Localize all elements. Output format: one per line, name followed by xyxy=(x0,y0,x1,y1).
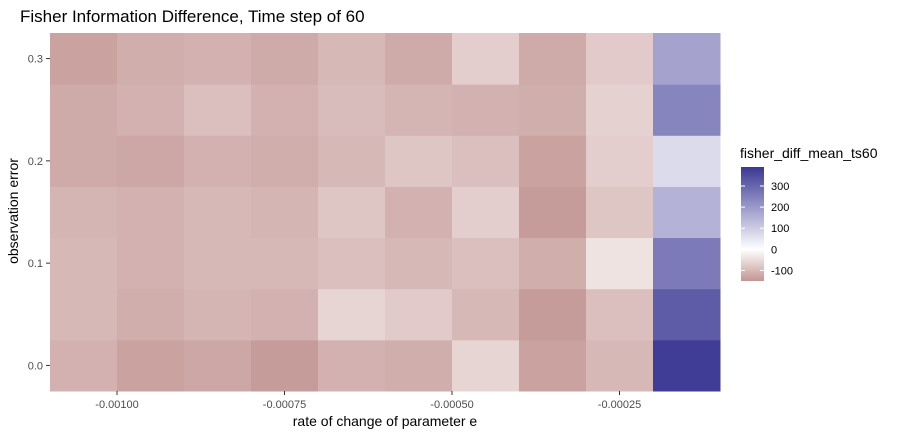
legend-ticks: 300 200 100 0 -100 xyxy=(741,181,793,277)
heatmap-cell xyxy=(318,186,386,239)
heatmap-cell xyxy=(519,84,587,136)
legend-title: fisher_diff_mean_ts60 xyxy=(740,145,878,161)
heatmap-cell xyxy=(50,237,118,290)
heatmap-cell xyxy=(117,186,185,239)
heatmap-cell xyxy=(251,288,319,341)
y-tick-label: 0.1 xyxy=(28,258,43,270)
heatmap-cell xyxy=(385,339,453,392)
heatmap-cell xyxy=(653,237,721,290)
heatmap-cell xyxy=(318,237,386,290)
heatmap-cell xyxy=(117,135,185,187)
heatmap-cell xyxy=(184,135,252,187)
heatmap-cell xyxy=(117,288,185,341)
legend-tick-label: 100 xyxy=(771,223,789,235)
heatmap-cell xyxy=(184,33,252,85)
heatmap-cell xyxy=(251,84,319,136)
y-tick-label: 0.3 xyxy=(28,54,43,66)
heatmap-cell xyxy=(251,135,319,187)
y-axis-ticks: 0.0 0.1 0.2 0.3 xyxy=(28,54,50,372)
heatmap-cell xyxy=(452,186,520,239)
heatmap-cell xyxy=(385,288,453,341)
heatmap-cell xyxy=(385,186,453,239)
heatmap-cell xyxy=(117,84,185,136)
legend-tick-label: 0 xyxy=(771,244,777,256)
heatmap-cell xyxy=(184,288,252,341)
heatmap-cell xyxy=(519,237,587,290)
heatmap-cell xyxy=(318,84,386,136)
heatmap-cell xyxy=(385,135,453,187)
heatmap-cell xyxy=(50,288,118,341)
legend-tick-label: 200 xyxy=(771,202,789,214)
x-tick-label: -0.00100 xyxy=(95,399,138,411)
heatmap-cells xyxy=(50,33,721,392)
heatmap-cell xyxy=(586,84,654,136)
heatmap-cell xyxy=(184,186,252,239)
heatmap-cell xyxy=(452,237,520,290)
heatmap-cell xyxy=(385,33,453,85)
heatmap-cell xyxy=(519,33,587,85)
y-tick-label: 0.0 xyxy=(28,360,43,372)
heatmap-cell xyxy=(452,33,520,85)
chart-title: Fisher Information Difference, Time step… xyxy=(20,7,365,26)
heatmap-cell xyxy=(519,186,587,239)
x-axis-title: rate of change of parameter e xyxy=(293,413,478,429)
heatmap-cell xyxy=(653,339,721,392)
heatmap-cell xyxy=(452,339,520,392)
x-tick-label: -0.00050 xyxy=(430,399,473,411)
heatmap-cell xyxy=(452,288,520,341)
heatmap-cell xyxy=(653,33,721,85)
heatmap-cell xyxy=(586,339,654,392)
heatmap-cell xyxy=(519,135,587,187)
heatmap-cell xyxy=(586,288,654,341)
heatmap-cell xyxy=(251,237,319,290)
heatmap-cell xyxy=(184,237,252,290)
heatmap-cell xyxy=(519,288,587,341)
heatmap-cell xyxy=(586,33,654,85)
heatmap-cell xyxy=(251,339,319,392)
heatmap-cell xyxy=(184,339,252,392)
heatmap-cell xyxy=(519,339,587,392)
heatmap-cell xyxy=(318,339,386,392)
heatmap-cell xyxy=(653,288,721,341)
heatmap-cell xyxy=(318,33,386,85)
heatmap-cell xyxy=(452,135,520,187)
heatmap-cell xyxy=(586,186,654,239)
heatmap-cell xyxy=(452,84,520,136)
y-axis-title: observation error xyxy=(5,158,21,264)
heatmap-cell xyxy=(251,186,319,239)
heatmap-cell xyxy=(50,339,118,392)
x-tick-label: -0.00075 xyxy=(263,399,306,411)
heatmap-cell xyxy=(251,33,319,85)
heatmap-cell xyxy=(586,135,654,187)
heatmap-cell xyxy=(50,135,118,187)
heatmap-cell xyxy=(385,237,453,290)
heatmap-cell xyxy=(653,186,721,239)
heatmap-cell xyxy=(318,135,386,187)
legend-colorbar xyxy=(741,167,764,281)
heatmap-cell xyxy=(50,84,118,136)
heatmap-cell xyxy=(385,84,453,136)
x-tick-label: -0.00025 xyxy=(598,399,641,411)
heatmap-cell xyxy=(184,84,252,136)
legend-tick-label: -100 xyxy=(771,265,793,277)
heatmap-cell xyxy=(117,237,185,290)
y-tick-label: 0.2 xyxy=(28,156,43,168)
heatmap-cell xyxy=(586,237,654,290)
heatmap-cell xyxy=(117,339,185,392)
x-axis-ticks: -0.00100 -0.00075 -0.00050 -0.00025 xyxy=(95,391,641,411)
color-legend: fisher_diff_mean_ts60 300 200 100 0 -100 xyxy=(740,145,878,281)
legend-tick-label: 300 xyxy=(771,181,789,193)
heatmap-cell xyxy=(318,288,386,341)
heatmap-cell xyxy=(50,186,118,239)
heatmap-cell xyxy=(117,33,185,85)
heatmap-cell xyxy=(653,84,721,136)
heatmap-cell xyxy=(653,135,721,187)
heatmap-cell xyxy=(50,33,118,85)
